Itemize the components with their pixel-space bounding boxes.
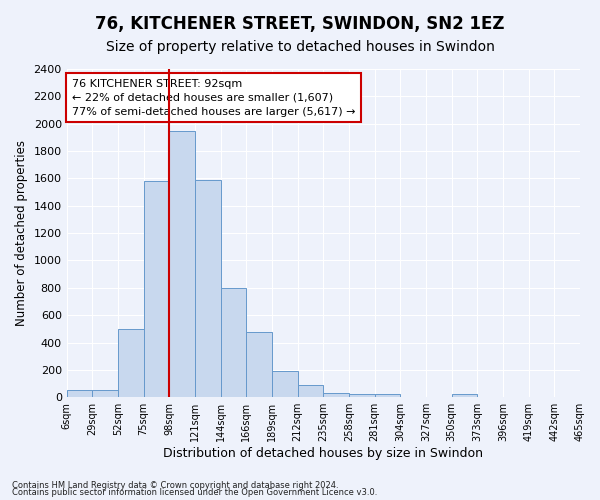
Y-axis label: Number of detached properties: Number of detached properties	[15, 140, 28, 326]
Text: 76 KITCHENER STREET: 92sqm
← 22% of detached houses are smaller (1,607)
77% of s: 76 KITCHENER STREET: 92sqm ← 22% of deta…	[72, 79, 355, 117]
Text: Contains public sector information licensed under the Open Government Licence v3: Contains public sector information licen…	[12, 488, 377, 497]
Bar	[452, 394, 478, 397]
Bar	[247, 332, 272, 397]
Bar	[221, 288, 247, 397]
Bar	[67, 390, 92, 397]
Bar	[400, 396, 426, 397]
Text: 76, KITCHENER STREET, SWINDON, SN2 1EZ: 76, KITCHENER STREET, SWINDON, SN2 1EZ	[95, 15, 505, 33]
Bar	[298, 385, 323, 397]
Bar	[554, 396, 580, 397]
Bar	[374, 394, 400, 397]
Bar	[118, 329, 143, 397]
Text: Contains HM Land Registry data © Crown copyright and database right 2024.: Contains HM Land Registry data © Crown c…	[12, 480, 338, 490]
X-axis label: Distribution of detached houses by size in Swindon: Distribution of detached houses by size …	[163, 447, 484, 460]
Bar	[529, 396, 554, 397]
Bar	[272, 370, 298, 397]
Bar	[323, 393, 349, 397]
Bar	[169, 130, 195, 397]
Bar	[503, 396, 529, 397]
Bar	[426, 396, 452, 397]
Bar	[92, 390, 118, 397]
Bar	[195, 180, 221, 397]
Bar	[349, 394, 374, 397]
Bar	[143, 181, 169, 397]
Text: Size of property relative to detached houses in Swindon: Size of property relative to detached ho…	[106, 40, 494, 54]
Bar	[478, 396, 503, 397]
